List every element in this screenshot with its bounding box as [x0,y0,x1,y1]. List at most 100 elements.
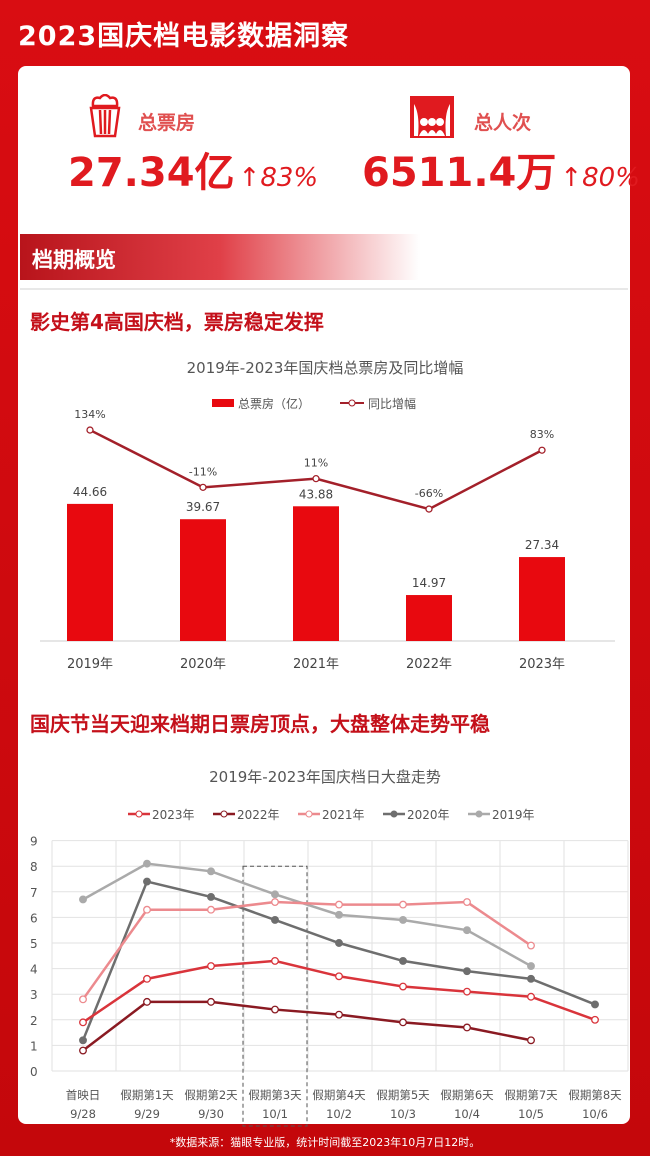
x-tick-date: 9/30 [198,1107,224,1121]
x-tick-label: 假期第2天 [184,1088,238,1102]
growth-point [425,505,433,513]
data-point [335,900,343,909]
bar-label: 44.66 [73,485,107,499]
y-tick-label: 4 [30,963,38,977]
bar-label: 39.67 [186,500,220,514]
data-point [591,1000,599,1009]
growth-point [538,446,546,454]
x-tick-date: 9/29 [134,1107,160,1121]
y-tick-label: 3 [30,988,38,1002]
data-point [207,867,215,876]
data-point [399,982,407,991]
legend-label: 2021年 [322,808,365,822]
data-point [399,956,407,965]
data-point [399,916,407,924]
headline-box-office: 影史第4高国庆档，票房稳定发挥 [30,310,324,334]
section-header: 档期概览 [20,234,420,280]
x-tick-date: 10/1 [262,1107,288,1121]
legend-bar-swatch [212,399,234,407]
legend-marker [475,810,483,818]
x-tick-date: 10/2 [326,1107,352,1121]
data-point [207,905,215,914]
headline-daily-trend: 国庆节当天迎来档期日票房顶点，大盘整体走势平稳 [30,712,490,736]
data-point [335,1010,343,1019]
legend-marker [348,399,356,407]
legend-label: 2020年 [407,808,450,822]
x-tick-date: 10/4 [454,1107,480,1121]
x-tick-label: 假期第7天 [504,1088,558,1102]
x-tick-label: 假期第5天 [376,1088,430,1102]
data-point [527,974,535,983]
y-tick-label: 8 [30,860,38,874]
bar-label: 43.88 [299,487,333,501]
data-point [79,995,87,1004]
bar-label: 27.34 [525,538,559,552]
theater-audience-icon [410,96,454,138]
growth-point [199,483,207,491]
legend-label: 2022年 [237,808,280,822]
popcorn-icon [89,94,121,138]
data-point [399,1018,407,1027]
data-point [207,997,215,1006]
x-tick-label: 2022年 [406,657,452,672]
box-office-bar-chart: 2019年-2023年国庆档总票房及同比增幅 总票房（亿） 同比增幅 44.66 2… [40,359,615,672]
x-tick-label: 2021年 [293,657,339,672]
data-point [463,926,471,935]
growth-label: 83% [530,428,554,441]
data-point [527,941,535,950]
stat-change: ↑83% [238,163,319,193]
y-tick-label: 2 [30,1014,38,1028]
legend-marker [220,810,228,818]
legend-label: 2023年 [152,808,195,822]
growth-label: 11% [304,457,328,470]
legend-label: 总票房（亿） [238,396,310,411]
footnote: *数据来源：猫眼专业版，统计时间截至2023年10月7日12时。 [169,1136,481,1149]
growth-label: -11% [189,465,217,478]
data-point [271,956,279,965]
bar [67,503,113,641]
series-line [81,900,532,1001]
y-tick-label: 6 [30,911,38,925]
data-point [143,859,151,868]
data-point [463,987,471,996]
series-line [82,1000,532,1052]
y-tick-label: 7 [30,886,38,900]
x-tick-label: 假期第1天 [120,1088,174,1102]
data-point [271,1005,279,1014]
legend-marker [135,810,143,818]
highlight-box [242,865,308,1127]
y-tick-label: 0 [30,1065,38,1079]
series-line [82,862,532,968]
data-point [527,1036,535,1045]
data-point [143,974,151,983]
bar [519,557,565,641]
stat-number: 6511.4万 [362,150,557,196]
y-tick-label: 5 [30,937,38,951]
bar-label: 14.97 [412,576,446,590]
data-point [79,895,87,904]
page-title: 2023国庆档电影数据洞察 [18,21,350,52]
data-point [399,900,407,909]
stat-number: 27.34亿 [68,150,235,196]
data-point [527,992,535,1001]
x-tick-label: 2020年 [180,657,226,672]
legend-label: 同比增幅 [368,396,416,411]
stat-value: 6511.4万 ↑80% [362,140,640,198]
x-tick-label: 假期第4天 [312,1088,366,1102]
data-point [79,1046,87,1055]
data-point [271,890,279,899]
data-point [335,972,343,981]
divider [20,288,628,290]
data-point [591,1015,599,1024]
x-tick-date: 9/28 [70,1107,96,1121]
bar [406,595,452,641]
data-point [463,1023,471,1032]
data-point [271,916,279,924]
stat-label: 总票房 [138,112,196,134]
stat-change: ↑80% [560,163,640,193]
bar [293,506,339,641]
stat-value: 27.34亿 ↑83% [68,140,318,198]
data-point [207,892,215,901]
growth-point [86,426,94,434]
bar [180,519,226,641]
